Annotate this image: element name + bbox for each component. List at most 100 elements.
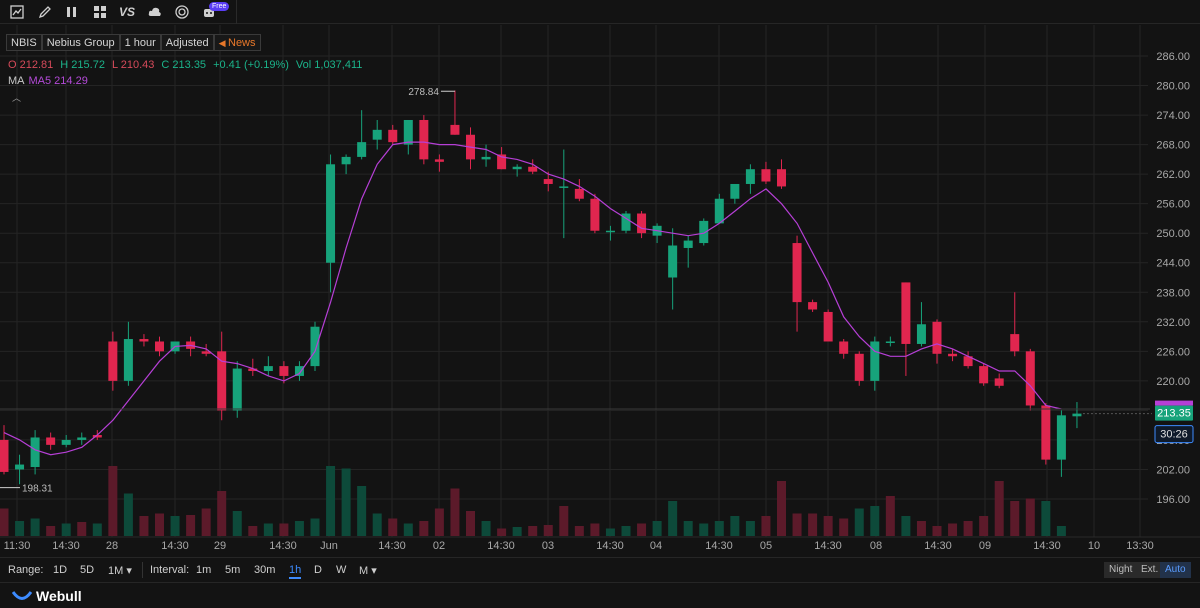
candle-body: [932, 321, 942, 354]
volume-bar: [979, 516, 989, 536]
volume-value: Vol 1,037,411: [295, 59, 363, 71]
candle-body: [46, 437, 56, 445]
volume-bar: [30, 518, 40, 536]
volume-bar: [497, 528, 507, 536]
bottom-controls: Range: 1D 5D 1M ▾ Interval: 1m 5m 30m 1h…: [0, 557, 1200, 581]
candle-body: [559, 186, 569, 188]
countdown-text: 30:26: [1160, 429, 1188, 441]
volume-bar: [714, 521, 724, 536]
volume-bar: [419, 521, 429, 536]
volume-bar: [590, 523, 600, 536]
candle-body: [901, 282, 911, 344]
target-icon[interactable]: [173, 3, 191, 21]
x-tick-label: 14:30: [1033, 540, 1061, 552]
ma5-line: [3, 141, 1062, 456]
compare-icon[interactable]: VS: [118, 5, 135, 19]
volume-bar: [839, 518, 849, 536]
change-value: +0.41 (+0.19%): [213, 59, 289, 71]
adjusted-chip[interactable]: Adjusted: [160, 34, 214, 51]
chart-type-icon[interactable]: [8, 3, 26, 21]
candle-body: [948, 353, 958, 357]
x-tick-label: 14:30: [814, 540, 842, 552]
candle-body: [310, 326, 320, 367]
layout-grid-icon[interactable]: [91, 3, 109, 21]
interval-w[interactable]: W: [336, 564, 347, 576]
candle-body: [0, 439, 9, 472]
volume-bar: [61, 523, 71, 536]
indicators-icon[interactable]: [63, 3, 81, 21]
candle-body: [839, 341, 849, 354]
candle-body: [916, 324, 926, 344]
x-tick-label: 11:30: [4, 540, 31, 552]
volume-bar: [1025, 498, 1035, 536]
candle-body: [512, 166, 522, 170]
candlestick-chart[interactable]: 286.00 280.00 274.00 268.00 262.00 256.00 250.…: [0, 25, 1200, 555]
candle-body: [403, 119, 413, 145]
interval-label: Interval:: [150, 564, 190, 576]
y-tick-label: 286.00: [1156, 51, 1190, 63]
candle-body: [248, 368, 258, 372]
candle-body: [481, 156, 491, 160]
volume-bar: [77, 522, 87, 536]
x-tick-label: 09: [979, 540, 991, 552]
candle-body: [201, 351, 211, 354]
interval-1h[interactable]: 1h: [289, 564, 302, 579]
bot-icon[interactable]: [200, 3, 218, 21]
y-tick-label: 256.00: [1156, 199, 1190, 211]
session-ext[interactable]: Ext.: [1136, 562, 1164, 578]
candle-body: [590, 198, 600, 231]
countdown-tag-bg: [1154, 425, 1194, 444]
low-value: L 210.43: [111, 59, 155, 71]
y-tick-label: 220.00: [1156, 376, 1190, 388]
candle-body: [699, 220, 709, 244]
interval-chip[interactable]: 1 hour: [119, 34, 161, 51]
company-name-chip[interactable]: Nebius Group: [41, 34, 120, 51]
y-tick-label: 262.00: [1156, 169, 1190, 181]
candle-body: [61, 439, 71, 445]
range-1m[interactable]: 1M ▾: [108, 565, 132, 577]
volume-bar: [777, 481, 786, 536]
ma-readout[interactable]: MA MA5 214.29: [8, 75, 88, 87]
x-tick-label: 14:30: [924, 540, 952, 552]
candle-body: [123, 339, 133, 381]
volume-bar: [916, 521, 926, 536]
chart-area[interactable]: 286.00 280.00 274.00 268.00 262.00 256.00 250.…: [0, 25, 1200, 555]
candle-body: [326, 164, 336, 263]
session-auto[interactable]: Auto: [1160, 562, 1191, 578]
symbol-chip[interactable]: NBIS: [6, 34, 42, 51]
open-value: O 212.81: [8, 59, 54, 71]
candle-body: [714, 198, 724, 224]
x-tick-label: Jun: [320, 540, 338, 552]
volume-bar: [155, 513, 164, 536]
interval-5m[interactable]: 5m: [225, 564, 241, 576]
x-tick-label: 14:30: [52, 540, 80, 552]
interval-1m[interactable]: 1m: [196, 564, 212, 576]
candle-body: [994, 378, 1004, 386]
candle-body: [870, 341, 880, 381]
range-5d[interactable]: 5D: [80, 564, 95, 576]
volume-bar: [1041, 501, 1051, 536]
volume-bar: [885, 496, 895, 536]
candle-body: [434, 159, 444, 162]
interval-d[interactable]: D: [314, 564, 322, 576]
volume-bar: [637, 523, 647, 536]
volume-bar: [15, 521, 25, 536]
candle-body: [155, 341, 164, 352]
range-1d[interactable]: 1D: [53, 564, 68, 576]
candle-body: [232, 368, 242, 411]
cloud-icon[interactable]: [146, 3, 164, 21]
volume-bar: [932, 526, 942, 536]
collapse-chevron-icon[interactable]: ︿: [12, 93, 22, 103]
session-night[interactable]: Night: [1104, 562, 1138, 578]
x-tick-label: 29: [214, 540, 226, 552]
brand-name: Webull: [36, 588, 82, 604]
interval-m[interactable]: M ▾: [359, 565, 377, 577]
volume-bar: [403, 523, 413, 536]
draw-pencil-icon[interactable]: [36, 3, 54, 21]
ma5-value: MA5 214.29: [28, 75, 88, 87]
interval-30m[interactable]: 30m: [254, 564, 276, 576]
volume-bar: [294, 521, 304, 536]
news-chip[interactable]: ◀ News: [213, 34, 261, 51]
volume-bar: [621, 526, 631, 536]
candle-body: [543, 179, 553, 184]
